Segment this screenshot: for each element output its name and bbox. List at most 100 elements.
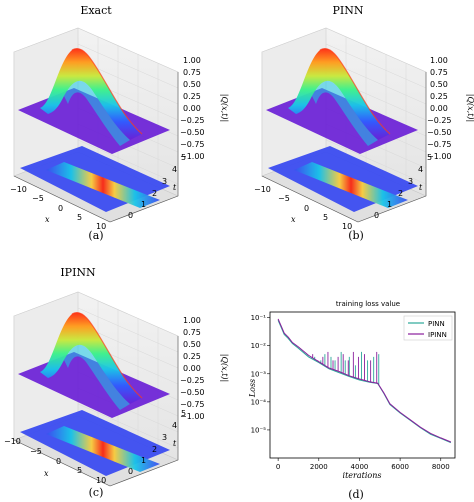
z-tick: 0.75 <box>183 68 201 77</box>
x-axis-label: x <box>44 469 49 478</box>
x-tick-label: 2000 <box>310 463 328 471</box>
z-tick: −0.75 <box>427 140 452 149</box>
panel-title: PINN <box>333 4 364 17</box>
series-layer <box>277 318 452 444</box>
y-tick-label: 10⁻² <box>251 342 267 350</box>
z-tick: −0.25 <box>427 116 452 125</box>
t-tick: 4 <box>172 165 177 174</box>
x-tick-label: 6000 <box>391 463 409 471</box>
z-tick: 1.00 <box>183 316 201 325</box>
z-tick: −0.50 <box>427 128 452 137</box>
y-axis-label: Loss <box>248 379 257 398</box>
x-tick-label: 4000 <box>351 463 369 471</box>
x-tick: 5 <box>323 213 328 222</box>
x-axis-label: x <box>291 215 296 224</box>
panel-caption: (a) <box>88 229 103 242</box>
x-tick-labels: −10 −5 0 5 10 <box>254 185 352 231</box>
t-axis-label: t <box>419 183 423 192</box>
t-axis-label: t <box>173 183 177 192</box>
t-tick: 0 <box>128 211 133 220</box>
z-axis-label: |Q(x,t)| <box>220 94 229 122</box>
x-tick: 5 <box>77 466 82 475</box>
panel-pinn: PINN −10 −5 0 5 10 x 0 1 2 3 4 5 t 1.00 … <box>254 4 474 242</box>
t-tick: 5 <box>181 153 186 162</box>
x-axis-label: iterations <box>343 471 382 480</box>
panel-ipinn: IPINN −10 −5 0 5 10 x 0 1 2 3 4 5 t 1.00… <box>4 266 229 499</box>
t-tick: 1 <box>387 200 392 209</box>
z-tick: 0.25 <box>430 92 448 101</box>
z-tick: −0.50 <box>180 388 205 397</box>
z-tick: −0.25 <box>180 376 205 385</box>
z-tick: 0.50 <box>430 80 448 89</box>
y-tick-label: 10⁻⁴ <box>251 398 267 406</box>
x-tick: −5 <box>30 447 42 456</box>
x-tick: 10 <box>96 476 106 485</box>
x-tick-label: 8000 <box>432 463 450 471</box>
legend-label-ipinn: IPINN <box>428 331 447 339</box>
t-tick: 1 <box>141 456 146 465</box>
z-tick: 1.00 <box>430 56 448 65</box>
x-tick: −10 <box>10 185 27 194</box>
panel-caption: (b) <box>348 229 364 242</box>
z-tick: −0.25 <box>180 116 205 125</box>
surface-plot <box>13 291 179 487</box>
z-tick: −1.00 <box>180 412 205 421</box>
z-tick: 0.00 <box>183 364 201 373</box>
x-tick: 0 <box>56 457 61 466</box>
t-axis-label: t <box>173 439 177 448</box>
z-tick: 0.00 <box>430 104 448 113</box>
z-tick-labels: 1.00 0.75 0.50 0.25 0.00 −0.25 −0.50 −0.… <box>180 316 205 421</box>
panel-exact: Exact −10 −5 0 5 10 x 0 1 2 3 4 5 t 1.00… <box>10 4 229 242</box>
series-line-ipinn <box>277 318 452 443</box>
x-tick: 10 <box>342 222 352 231</box>
z-tick: −1.00 <box>180 152 205 161</box>
x-axis-label: x <box>45 215 50 224</box>
t-tick: 3 <box>162 433 167 442</box>
z-axis-label: |Q(x,t)| <box>220 354 229 382</box>
t-tick: 2 <box>398 189 403 198</box>
panel-title: IPINN <box>60 266 96 279</box>
panel-caption: (c) <box>89 486 104 499</box>
x-tick: −10 <box>4 437 21 446</box>
z-tick: 0.00 <box>183 104 201 113</box>
t-tick: 5 <box>427 153 432 162</box>
y-tick-label: 10⁻³ <box>251 370 267 378</box>
z-tick: 1.00 <box>183 56 201 65</box>
x-ticks: 0 2000 4000 6000 8000 <box>276 458 450 471</box>
z-tick: 0.50 <box>183 340 201 349</box>
z-tick: 0.50 <box>183 80 201 89</box>
t-tick: 2 <box>152 445 157 454</box>
z-tick-labels: 1.00 0.75 0.50 0.25 0.00 −0.25 −0.50 −0.… <box>427 56 452 161</box>
t-tick: 3 <box>162 177 167 186</box>
z-tick: −1.00 <box>427 152 452 161</box>
z-tick: 0.75 <box>183 328 201 337</box>
x-tick: −5 <box>32 194 44 203</box>
z-tick: −0.75 <box>180 400 205 409</box>
z-tick: 0.75 <box>430 68 448 77</box>
x-tick: 0 <box>58 204 63 213</box>
x-tick: 10 <box>96 222 106 231</box>
legend: PINN IPINN <box>403 315 453 341</box>
t-tick-labels: 0 1 2 3 4 5 <box>374 153 432 220</box>
t-tick: 0 <box>374 211 379 220</box>
z-tick: 0.25 <box>183 352 201 361</box>
y-tick-label: 10⁻⁵ <box>251 426 267 434</box>
x-tick: −5 <box>278 194 290 203</box>
z-tick: 0.25 <box>183 92 201 101</box>
t-tick: 5 <box>181 409 186 418</box>
z-tick: −0.75 <box>180 140 205 149</box>
t-tick: 2 <box>152 189 157 198</box>
legend-label-pinn: PINN <box>428 320 445 328</box>
panel-loss-chart: training loss value 0 2000 4000 6000 8000 10… <box>248 300 456 501</box>
t-tick: 4 <box>418 165 423 174</box>
y-tick-label: 10⁻¹ <box>251 314 267 322</box>
t-tick-labels: 0 1 2 3 4 5 <box>128 409 186 476</box>
x-tick-labels: −10 −5 0 5 10 <box>10 185 106 231</box>
t-tick: 4 <box>172 421 177 430</box>
x-tick-labels: −10 −5 0 5 10 <box>4 437 106 485</box>
x-tick: 5 <box>77 213 82 222</box>
z-tick: −0.50 <box>180 128 205 137</box>
panel-caption: (d) <box>348 488 364 501</box>
z-axis-label: |Q(x,t)| <box>466 94 474 122</box>
